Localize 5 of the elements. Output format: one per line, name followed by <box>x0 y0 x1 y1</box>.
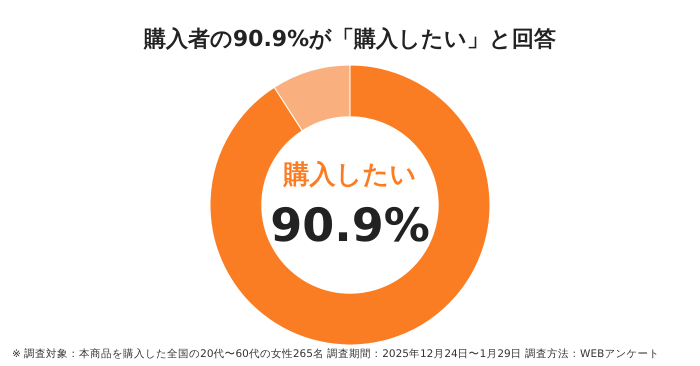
data-label: 90.9% <box>270 198 430 252</box>
slice-label: 購入したい <box>282 160 416 190</box>
chart-title: 購入者の90.9%が「購入したい」と回答 <box>142 27 556 52</box>
donut-slice <box>210 64 490 346</box>
text: ※ 調査対象：本商品を購入した全国の20代〜60代の女性265名 調査期間：2025年12月24日〜1月29日 調査方法：WEBアンケート <box>12 347 660 360</box>
